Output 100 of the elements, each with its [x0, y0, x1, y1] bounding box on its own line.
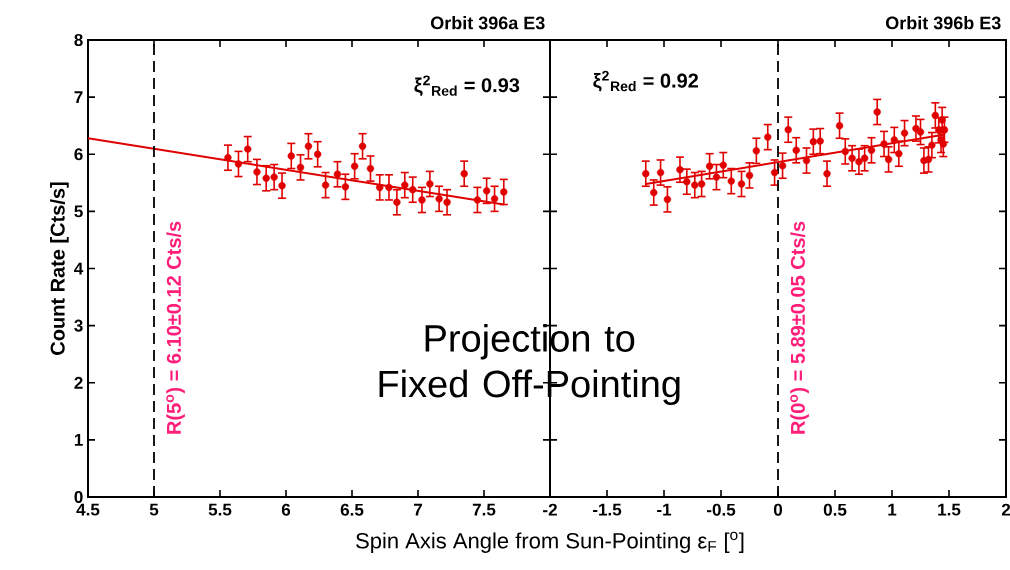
x-tick-label: -0.5 [706, 503, 736, 516]
y-tick-label: 3 [74, 319, 83, 332]
point [848, 154, 856, 162]
point [358, 142, 367, 150]
point [287, 152, 295, 160]
chart-title: Orbit 396a E3 [430, 16, 545, 30]
x-tick-label: 4.5 [76, 503, 100, 516]
x-tick-label: -1.5 [592, 503, 622, 516]
x-tick-label: 5.5 [208, 503, 232, 516]
x-tick-label: 6 [281, 503, 291, 516]
point [683, 178, 691, 186]
y-tick-label: 7 [74, 91, 83, 103]
point [880, 140, 888, 148]
point [385, 183, 393, 192]
point [253, 168, 261, 176]
point [792, 146, 800, 154]
point [719, 161, 727, 169]
x-tick-label: -2 [543, 503, 557, 516]
x-tick-label: 6.5 [340, 503, 364, 516]
point [262, 174, 270, 182]
y-tick-label: 0 [74, 490, 83, 504]
point [712, 173, 721, 181]
point [401, 181, 409, 189]
point [928, 141, 936, 149]
point [770, 168, 779, 177]
point [916, 128, 925, 136]
point [784, 126, 792, 134]
x-axis-title: Spin Axis Angle from Sun-Pointing ε$_{F}$ [$^{o}$] [356, 531, 744, 553]
x-tick-label: 7.5 [472, 503, 496, 516]
point [304, 142, 313, 150]
point [727, 177, 735, 185]
point [802, 156, 811, 165]
point [278, 182, 286, 190]
point [244, 145, 252, 153]
x-tick-label: 2 [1001, 503, 1010, 516]
y-tick-label: 5 [74, 205, 83, 218]
point [737, 180, 746, 188]
point [314, 150, 322, 158]
y-tick-label: 8 [74, 33, 83, 47]
point [884, 155, 893, 164]
point [650, 188, 658, 197]
point [676, 166, 684, 174]
y-tick-label: 2 [74, 376, 83, 389]
point [224, 154, 232, 162]
point [473, 196, 482, 204]
point [393, 198, 401, 206]
point [873, 108, 881, 116]
x-tick-label: -1 [657, 503, 672, 516]
point [321, 181, 330, 189]
point [764, 133, 772, 141]
point [443, 198, 451, 206]
point [895, 150, 903, 158]
point [409, 186, 417, 194]
point [270, 173, 278, 181]
point [890, 136, 898, 144]
point [350, 162, 359, 170]
x-tick-label: 5 [149, 503, 159, 516]
point [752, 147, 761, 155]
y-tick-label: 1 [74, 434, 83, 446]
x-tick-label: 0 [773, 503, 783, 516]
point [366, 164, 375, 173]
point [697, 180, 706, 188]
y-tick-label: 4 [74, 262, 84, 275]
point [705, 162, 714, 170]
y-axis-title: Count Rate [Cts/s] [50, 182, 69, 355]
point [745, 171, 754, 180]
point [426, 180, 434, 188]
point [500, 188, 508, 196]
point [482, 187, 491, 195]
ref-line-label: R(0$^{o}$) = 5.89±0.05 Cts/s [790, 221, 809, 434]
point [296, 163, 305, 172]
y-tick-label: 6 [74, 148, 83, 161]
point [855, 158, 863, 166]
point [900, 129, 909, 137]
point [860, 154, 869, 162]
point [841, 147, 849, 156]
point [435, 195, 443, 203]
point [691, 181, 699, 189]
point [663, 195, 672, 204]
point [234, 160, 243, 168]
point [931, 111, 939, 120]
ref-line-label: R(5$^{o}$) = 6.10±0.12 Cts/s [166, 221, 185, 434]
point [656, 168, 665, 177]
point [376, 183, 384, 192]
point [778, 162, 787, 170]
x-tick-label: 1 [888, 503, 897, 516]
x-tick-label: 0.5 [823, 503, 847, 516]
point [938, 116, 946, 124]
point [867, 146, 876, 154]
point [341, 183, 350, 191]
annotation: ξ$^{2}$$_{Red}$ = 0.93 [414, 75, 520, 97]
point [924, 155, 933, 164]
x-tick-label: 7 [413, 503, 422, 516]
chart-title: Orbit 396b E3 [886, 16, 1001, 30]
point [418, 196, 426, 204]
point [816, 137, 824, 145]
point [823, 170, 831, 178]
point [333, 170, 342, 178]
point [809, 138, 818, 146]
x-tick-label: 1.5 [938, 503, 961, 516]
